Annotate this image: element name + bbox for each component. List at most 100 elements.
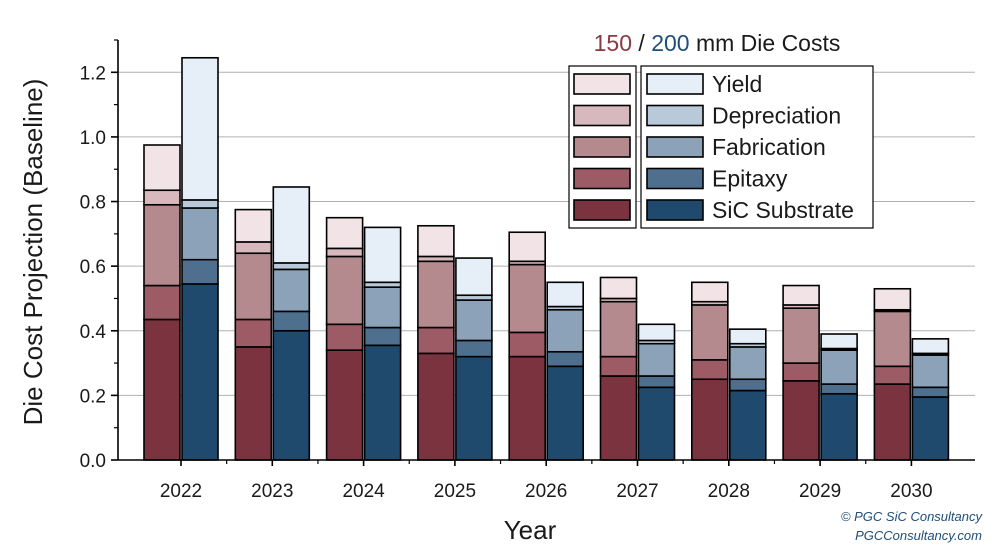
bar-150-2025-epitaxy: [417, 326, 455, 355]
title-200: 200: [651, 30, 689, 56]
legend-swatch-150-fabrication: [573, 136, 631, 158]
bar-200-2024-yield: [363, 226, 402, 284]
bar-200-2030-epitaxy: [911, 386, 950, 398]
legend-label-depreciation: Depreciation: [712, 103, 841, 129]
y-tick-label: 0.4: [80, 322, 107, 343]
axes: 0.0 0.2 0.4 0.6 0.8 1.0 1.2 2022 2023 2024 2025 202…: [80, 39, 975, 502]
x-tick-label: 2030: [890, 481, 932, 502]
bar-200-2027-sic-substrate: [637, 386, 676, 461]
legend-swatch-200-fabrication: [646, 136, 704, 158]
bar-200-2030-yield: [911, 338, 950, 355]
y-axis-label: Die Cost Projection (Baseline): [18, 79, 48, 426]
bar-200-2030-sic-substrate: [911, 396, 950, 461]
bar-150-2024-yield: [325, 216, 364, 250]
y-tick-label: 0.6: [80, 257, 106, 278]
bar-150-2030-epitaxy: [873, 365, 912, 385]
bar-150-2028-epitaxy: [690, 359, 729, 381]
bar-150-2024-epitaxy: [325, 323, 364, 351]
legend-swatch-200-yield: [646, 73, 704, 95]
title-150: 150: [594, 30, 632, 56]
bar-200-2023-yield: [272, 186, 311, 264]
bar-200-2029-sic-substrate: [820, 392, 858, 461]
bar-200-2029-epitaxy: [820, 383, 858, 395]
bar-200-2027-fabrication: [637, 342, 676, 377]
bar-150-2025-yield: [417, 224, 455, 258]
bar-150-2027-epitaxy: [599, 355, 638, 377]
legend: Yield Depreciation Fabrication Epitaxy SiC S…: [568, 65, 874, 229]
bar-150-2022-epitaxy: [143, 284, 181, 321]
y-tick-label: 0.2: [80, 386, 106, 407]
bar-200-2025-epitaxy: [455, 339, 493, 358]
title-sep: /: [632, 30, 651, 56]
y-tick-label: 1.0: [80, 128, 106, 149]
bar-150-2026-yield: [508, 231, 547, 263]
bar-150-2022-depreciation: [143, 189, 181, 206]
chart-title: 150 / 200 mm Die Costs: [594, 30, 841, 56]
bar-150-2028-fabrication: [690, 304, 729, 361]
bar-200-2028-epitaxy: [728, 378, 767, 392]
bar-200-2030-fabrication: [911, 354, 950, 389]
bar-200-2028-fabrication: [728, 346, 767, 381]
x-axis-label: Year: [504, 515, 557, 545]
bar-150-2025-fabrication: [417, 260, 455, 329]
x-tick-label: 2023: [251, 481, 293, 502]
bar-150-2023-epitaxy: [234, 318, 273, 348]
bar-150-2024-fabrication: [325, 255, 364, 326]
bar-150-2026-sic-substrate: [508, 355, 547, 461]
bar-150-2030-yield: [873, 287, 912, 311]
bar-150-2027-yield: [599, 276, 638, 300]
legend-label-fabrication: Fabrication: [712, 134, 826, 160]
bar-200-2024-fabrication: [363, 286, 402, 329]
bar-200-2022-depreciation: [181, 199, 219, 209]
legend-swatch-150-depreciation: [573, 104, 631, 127]
bar-150-2030-fabrication: [873, 310, 912, 368]
bar-150-2024-depreciation: [325, 247, 364, 258]
bar-200-2027-epitaxy: [637, 375, 676, 389]
legend-label-sic-substrate: SiC Substrate: [712, 197, 854, 223]
bar-200-2028-yield: [728, 328, 767, 345]
bar-200-2026-sic-substrate: [546, 365, 585, 461]
x-tick-label: 2022: [160, 481, 202, 502]
legend-swatch-200-sic-substrate: [646, 199, 704, 221]
bar-200-2026-yield: [546, 281, 585, 308]
y-tick-label: 1.2: [80, 63, 106, 84]
bar-150-2023-yield: [234, 208, 273, 243]
legend-swatch-150-epitaxy: [573, 167, 631, 190]
bar-150-2027-fabrication: [599, 300, 638, 358]
copyright-text: © PGC SiC Consultancy: [840, 509, 982, 524]
bar-150-2026-fabrication: [508, 263, 547, 334]
bar-150-2023-depreciation: [234, 241, 273, 255]
legend-swatch-150-sic-substrate: [573, 199, 631, 221]
bar-200-2022-fabrication: [181, 207, 219, 261]
bar-200-2025-sic-substrate: [455, 355, 493, 461]
legend-label-yield: Yield: [712, 71, 762, 97]
bar-200-2029-yield: [820, 333, 858, 350]
legend-swatch-200-epitaxy: [646, 167, 704, 190]
bar-150-2029-epitaxy: [782, 362, 820, 382]
bar-200-2023-epitaxy: [272, 310, 311, 332]
website-text: PGCConsultancy.com: [855, 528, 982, 543]
bar-150-2029-yield: [782, 284, 820, 306]
bar-150-2023-sic-substrate: [234, 346, 273, 461]
bar-150-2025-sic-substrate: [417, 352, 455, 461]
bar-200-2023-depreciation: [272, 262, 311, 271]
x-tick-label: 2025: [434, 481, 476, 502]
bar-150-2027-sic-substrate: [599, 375, 638, 461]
legend-label-epitaxy: Epitaxy: [712, 166, 788, 192]
bar-150-2026-epitaxy: [508, 331, 547, 358]
bar-150-2022-sic-substrate: [143, 318, 181, 461]
bar-200-2022-yield: [181, 56, 219, 201]
bar-150-2023-fabrication: [234, 252, 273, 321]
bar-150-2022-fabrication: [143, 203, 181, 287]
title-rest: mm Die Costs: [690, 30, 841, 56]
bar-200-2029-fabrication: [820, 349, 858, 385]
legend-swatch-150-yield: [573, 73, 631, 95]
bars: [143, 56, 950, 461]
bar-200-2026-fabrication: [546, 308, 585, 353]
x-tick-label: 2027: [616, 481, 658, 502]
bar-200-2028-sic-substrate: [728, 389, 767, 461]
bar-150-2024-sic-substrate: [325, 349, 364, 461]
x-tick-label: 2029: [799, 481, 841, 502]
bar-200-2025-fabrication: [455, 299, 493, 342]
